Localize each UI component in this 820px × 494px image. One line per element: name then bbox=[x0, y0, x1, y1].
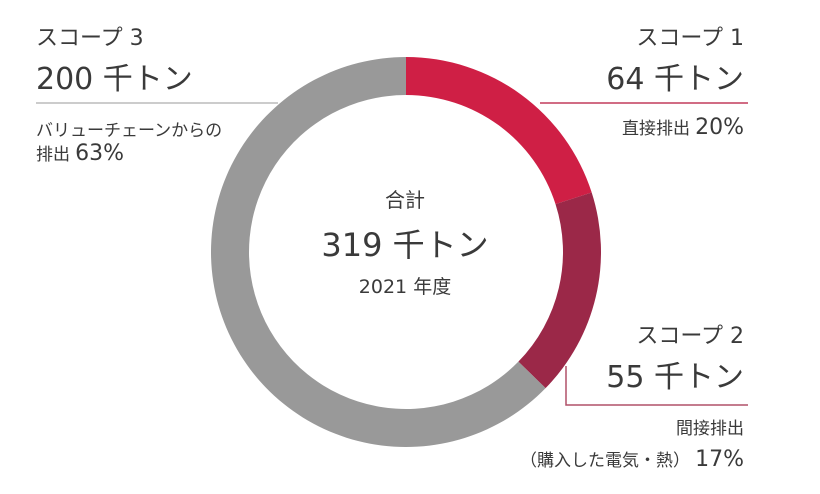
scope3-percent: 63% bbox=[75, 141, 124, 166]
scope1-title: スコープ 1 bbox=[636, 26, 744, 51]
scope2-value: 55 千トン bbox=[606, 360, 744, 395]
scope2-desc-line2-group: （購入した電気・熱） 17% bbox=[520, 446, 744, 472]
scope2-desc-line2: （購入した電気・熱） bbox=[520, 451, 690, 471]
scope2-slice bbox=[518, 192, 602, 389]
scope2-desc-line1: 間接排出 bbox=[676, 419, 744, 439]
scope3-desc-line1: バリューチェーンからの bbox=[36, 121, 223, 141]
scope3-slice bbox=[211, 57, 546, 448]
scope1-value: 64 千トン bbox=[606, 62, 744, 97]
scope2-percent: 17% bbox=[695, 447, 744, 472]
scope1-desc-group: 直接排出 20% bbox=[622, 114, 744, 140]
scope1-percent: 20% bbox=[695, 115, 744, 140]
scope3-desc-line2: 排出 bbox=[36, 145, 70, 165]
scope3-value: 200 千トン bbox=[36, 62, 193, 97]
scope1-slice bbox=[406, 57, 592, 205]
center-total-value: 319 千トン bbox=[321, 226, 489, 264]
center-year: 2021 年度 bbox=[358, 276, 452, 298]
scope2-title: スコープ 2 bbox=[636, 324, 744, 349]
center-total-label: 合計 bbox=[385, 188, 425, 212]
scope2-leader-line bbox=[565, 366, 748, 406]
scope3-desc-line2-group: 排出 63% bbox=[36, 140, 124, 166]
scope3-title: スコープ 3 bbox=[36, 26, 144, 51]
scope1-desc: 直接排出 bbox=[622, 119, 690, 139]
donut-slices bbox=[211, 57, 602, 448]
